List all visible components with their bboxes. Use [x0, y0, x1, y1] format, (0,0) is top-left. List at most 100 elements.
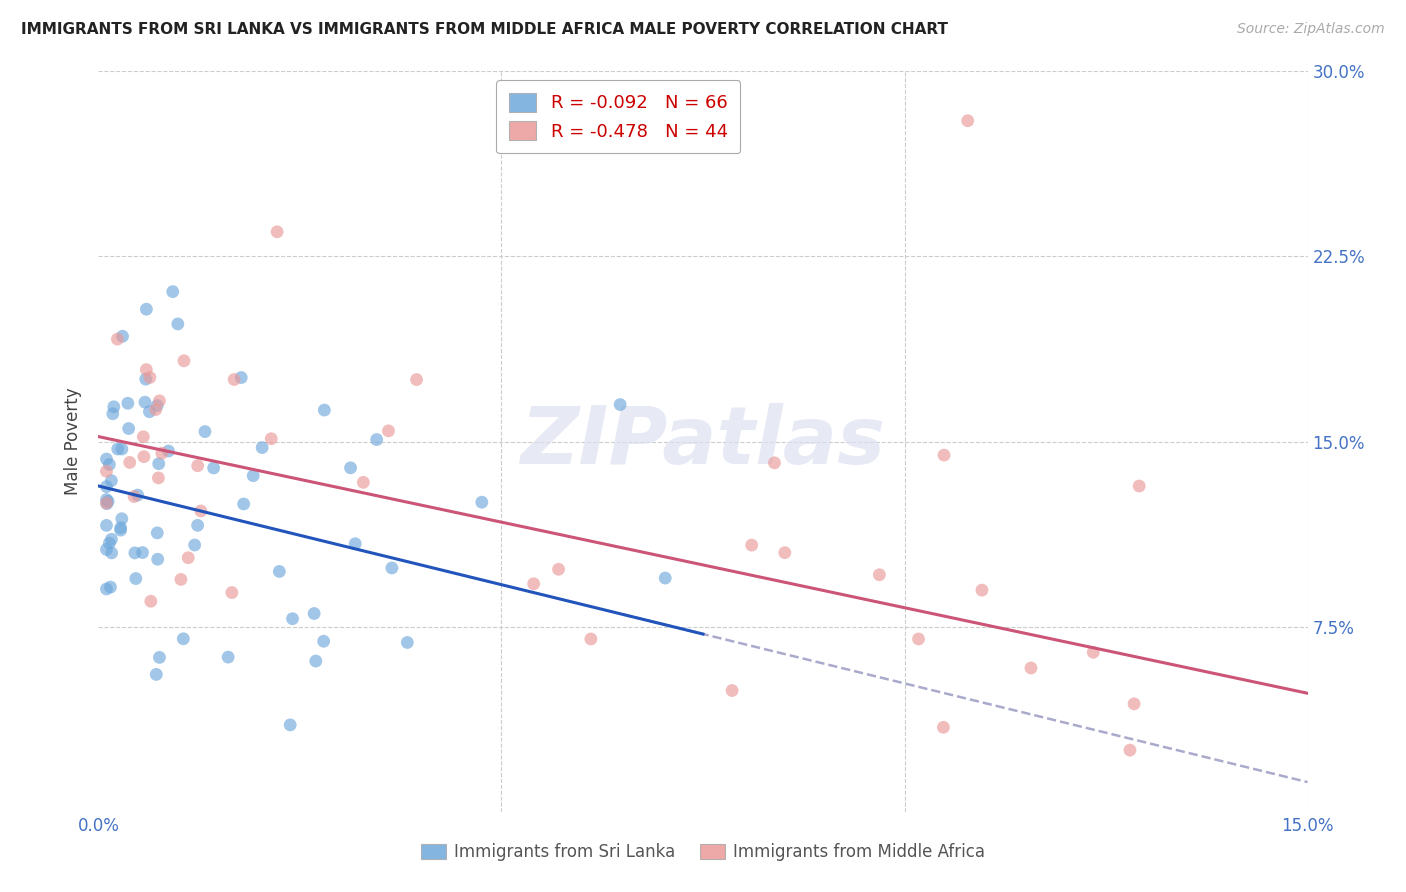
Point: [1019, 661, 1042, 675]
Point: [260, 432, 283, 446]
Legend: R = -0.092   N = 66, R = -0.478   N = 44: R = -0.092 N = 66, R = -0.478 N = 44: [496, 80, 741, 153]
Point: [96, 496, 118, 510]
Point: [523, 576, 546, 591]
Point: [96, 492, 118, 507]
Point: [100, 533, 122, 547]
Point: [96, 542, 118, 557]
Point: [221, 585, 243, 599]
Point: [339, 460, 361, 475]
Point: [124, 546, 146, 560]
Point: [344, 537, 367, 551]
Point: [107, 332, 129, 346]
Point: [932, 720, 955, 734]
Point: [190, 504, 212, 518]
Point: [122, 490, 145, 504]
Point: [352, 475, 374, 490]
Point: [100, 474, 122, 488]
Point: [217, 650, 239, 665]
Point: [547, 562, 569, 576]
Point: [110, 521, 132, 535]
Point: [1128, 479, 1150, 493]
Point: [1083, 645, 1105, 659]
Point: [111, 329, 134, 343]
Text: ZIPatlas: ZIPatlas: [520, 402, 886, 481]
Point: [127, 488, 149, 502]
Point: [170, 573, 193, 587]
Point: [314, 403, 336, 417]
Point: [146, 552, 169, 566]
Point: [773, 546, 796, 560]
Point: [907, 632, 929, 646]
Point: [187, 458, 209, 473]
Point: [98, 536, 121, 550]
Point: [150, 446, 173, 460]
Point: [166, 317, 188, 331]
Point: [145, 402, 167, 417]
Point: [269, 565, 291, 579]
Point: [579, 632, 602, 646]
Point: [173, 353, 195, 368]
Point: [224, 372, 246, 386]
Point: [107, 442, 129, 456]
Point: [101, 407, 124, 421]
Point: [96, 452, 118, 467]
Point: [231, 370, 253, 384]
Point: [396, 635, 419, 649]
Point: [405, 373, 427, 387]
Point: [135, 372, 157, 386]
Point: [100, 580, 122, 594]
Point: [868, 567, 890, 582]
Point: [377, 424, 399, 438]
Point: [148, 471, 170, 485]
Point: [266, 225, 288, 239]
Point: [117, 396, 139, 410]
Point: [134, 395, 156, 409]
Point: [96, 480, 118, 494]
Point: [96, 582, 118, 596]
Point: [366, 433, 388, 447]
Point: [97, 494, 120, 508]
Y-axis label: Male Poverty: Male Poverty: [65, 388, 83, 495]
Point: [232, 497, 254, 511]
Point: [98, 458, 121, 472]
Point: [148, 393, 170, 408]
Point: [177, 550, 200, 565]
Point: [763, 456, 786, 470]
Point: [157, 444, 180, 458]
Point: [118, 455, 141, 469]
Point: [138, 405, 160, 419]
Point: [281, 612, 304, 626]
Point: [970, 583, 993, 598]
Point: [132, 450, 155, 464]
Point: [194, 425, 217, 439]
Point: [242, 468, 264, 483]
Text: Source: ZipAtlas.com: Source: ZipAtlas.com: [1237, 22, 1385, 37]
Point: [103, 400, 125, 414]
Point: [111, 442, 134, 456]
Point: [1119, 743, 1142, 757]
Point: [278, 718, 301, 732]
Point: [135, 302, 157, 317]
Point: [471, 495, 494, 509]
Point: [139, 594, 162, 608]
Point: [654, 571, 676, 585]
Point: [96, 464, 118, 478]
Point: [96, 497, 118, 511]
Point: [162, 285, 184, 299]
Point: [96, 518, 118, 533]
Point: [132, 430, 155, 444]
Point: [202, 461, 225, 475]
Point: [110, 523, 132, 537]
Point: [100, 546, 122, 560]
Point: [187, 518, 209, 533]
Point: [172, 632, 194, 646]
Point: [125, 572, 148, 586]
Point: [148, 457, 170, 471]
Text: IMMIGRANTS FROM SRI LANKA VS IMMIGRANTS FROM MIDDLE AFRICA MALE POVERTY CORRELAT: IMMIGRANTS FROM SRI LANKA VS IMMIGRANTS …: [21, 22, 948, 37]
Point: [609, 398, 631, 412]
Point: [111, 512, 134, 526]
Point: [932, 448, 955, 462]
Point: [135, 362, 157, 376]
Point: [956, 113, 979, 128]
Point: [139, 370, 162, 384]
